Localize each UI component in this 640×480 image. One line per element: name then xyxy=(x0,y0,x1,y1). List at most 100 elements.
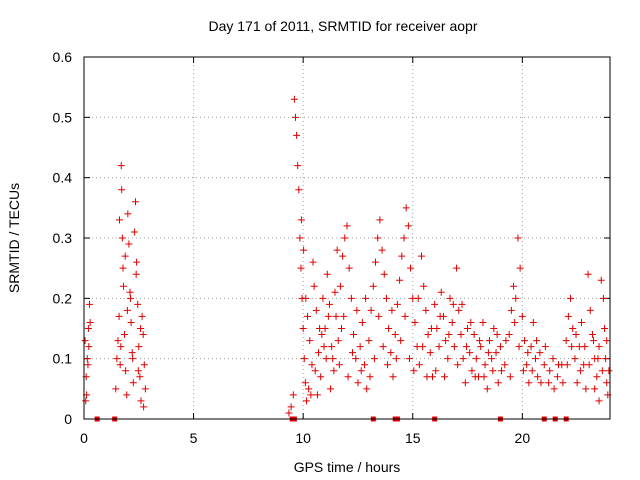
data-point xyxy=(437,288,445,296)
data-point xyxy=(345,264,353,272)
x-tick-label: 20 xyxy=(515,430,531,446)
data-point xyxy=(568,343,576,351)
plot-frame xyxy=(83,56,611,420)
data-point xyxy=(464,325,472,332)
data-point xyxy=(367,306,375,314)
data-point xyxy=(423,373,431,381)
data-point xyxy=(369,282,377,290)
data-point xyxy=(525,379,533,387)
data-point xyxy=(84,361,92,369)
data-point xyxy=(141,385,149,393)
data-point xyxy=(585,361,593,369)
data-point xyxy=(468,367,476,375)
data-point xyxy=(308,361,316,369)
data-point xyxy=(564,312,572,320)
data-point xyxy=(115,312,123,320)
data-point xyxy=(118,234,126,242)
data-point xyxy=(576,367,584,375)
data-point xyxy=(311,367,319,375)
data-point xyxy=(114,337,122,345)
data-point xyxy=(137,397,145,405)
data-point xyxy=(323,270,331,278)
data-point xyxy=(492,349,500,357)
data-point xyxy=(123,306,131,314)
data-point xyxy=(534,373,542,381)
data-point xyxy=(348,349,356,357)
data-point xyxy=(299,325,307,332)
data-point xyxy=(380,270,388,278)
data-point xyxy=(117,343,125,351)
data-points-layer xyxy=(81,95,613,422)
data-point xyxy=(333,246,341,254)
data-point xyxy=(595,343,603,351)
data-point xyxy=(602,355,610,363)
data-point xyxy=(132,198,140,206)
data-point xyxy=(531,355,539,363)
data-point xyxy=(82,397,90,405)
data-point xyxy=(316,325,324,332)
data-point xyxy=(289,391,297,399)
data-point xyxy=(549,355,557,363)
data-point xyxy=(356,343,364,351)
data-point xyxy=(392,355,400,363)
data-point xyxy=(374,234,382,242)
data-point xyxy=(117,162,125,170)
data-point xyxy=(453,264,461,272)
data-point xyxy=(140,361,148,369)
data-point xyxy=(302,397,310,405)
data-point xyxy=(310,282,318,290)
y-tick-label: 0.5 xyxy=(53,109,73,125)
data-point xyxy=(134,367,142,375)
data-point xyxy=(448,318,456,326)
data-point xyxy=(365,337,373,345)
data-point xyxy=(418,252,426,260)
data-point xyxy=(598,367,606,375)
data-point xyxy=(347,294,355,302)
data-point xyxy=(446,294,454,302)
data-point xyxy=(426,349,434,357)
y-tick-label: 0.2 xyxy=(53,290,73,306)
data-point xyxy=(481,361,489,369)
data-point xyxy=(485,337,493,345)
data-point xyxy=(309,258,317,266)
data-point xyxy=(450,343,458,351)
data-point xyxy=(414,294,422,302)
data-point xyxy=(563,361,571,369)
data-point xyxy=(490,325,498,332)
data-point xyxy=(541,343,549,351)
data-point xyxy=(411,318,419,326)
data-point xyxy=(137,325,145,332)
data-point xyxy=(489,367,497,375)
data-point xyxy=(119,282,127,290)
data-point xyxy=(331,288,339,296)
data-point xyxy=(455,306,463,314)
data-point xyxy=(322,355,330,363)
data-point xyxy=(442,337,450,345)
data-point xyxy=(595,397,603,405)
data-point xyxy=(479,318,487,326)
data-point xyxy=(291,113,299,121)
y-tick-label: 0.4 xyxy=(53,170,73,186)
data-point xyxy=(332,312,340,320)
data-point xyxy=(302,294,310,302)
data-point xyxy=(537,379,545,387)
data-point xyxy=(572,331,580,339)
data-point xyxy=(85,300,93,308)
data-point xyxy=(320,343,328,351)
data-point xyxy=(317,373,325,381)
data-point xyxy=(454,361,462,369)
data-point xyxy=(435,343,443,351)
data-point xyxy=(402,204,410,212)
data-point xyxy=(382,294,390,302)
data-point xyxy=(512,294,520,302)
data-point xyxy=(424,331,432,339)
data-point xyxy=(510,282,518,290)
data-point xyxy=(407,264,415,272)
data-point xyxy=(136,373,144,381)
data-point xyxy=(139,331,147,339)
chart-title: Day 171 of 2011, SRMTID for receiver aop… xyxy=(209,18,478,34)
data-point xyxy=(457,331,465,339)
data-point xyxy=(313,391,321,399)
data-point xyxy=(528,367,536,375)
data-point xyxy=(112,385,120,393)
